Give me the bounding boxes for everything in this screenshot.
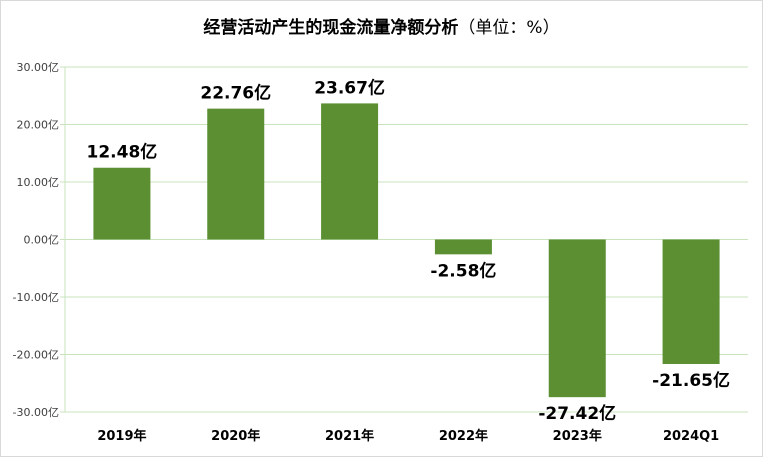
chart-title-text: 经营活动产生的现金流量净额分析 [203,18,459,38]
bar [548,239,606,398]
y-tick-label: 30.00亿 [17,61,60,74]
data-label: 23.67亿 [314,77,385,98]
x-category-label: 2024Q1 [663,429,719,444]
y-tick-label: 20.00亿 [17,119,60,132]
y-tick-label: 0.00亿 [24,234,60,247]
data-label: 12.48亿 [87,142,158,163]
data-label: -27.42亿 [538,403,616,424]
data-label: -2.58亿 [430,260,496,281]
x-category-label: 2019年 [97,428,146,444]
bar [434,239,492,255]
bar [662,239,720,364]
y-tick-label: 10.00亿 [17,176,60,189]
y-tick-label: -30.00亿 [13,406,59,419]
x-category-label: 2023年 [553,428,602,444]
x-category-label: 2020年 [211,428,260,444]
x-category-label: 2022年 [439,428,488,444]
bar [321,103,379,240]
y-tick-label: -10.00亿 [13,291,59,304]
chart-title: 经营活动产生的现金流量净额分析（单位：%） [1,13,762,38]
y-tick-label: -20.00亿 [13,349,59,362]
data-label: 22.76亿 [200,83,271,104]
x-category-label: 2021年 [325,428,374,444]
bar [93,167,151,240]
data-label: -21.65亿 [652,370,730,391]
chart-title-unit: （单位：%） [458,18,560,38]
bar [207,108,265,240]
